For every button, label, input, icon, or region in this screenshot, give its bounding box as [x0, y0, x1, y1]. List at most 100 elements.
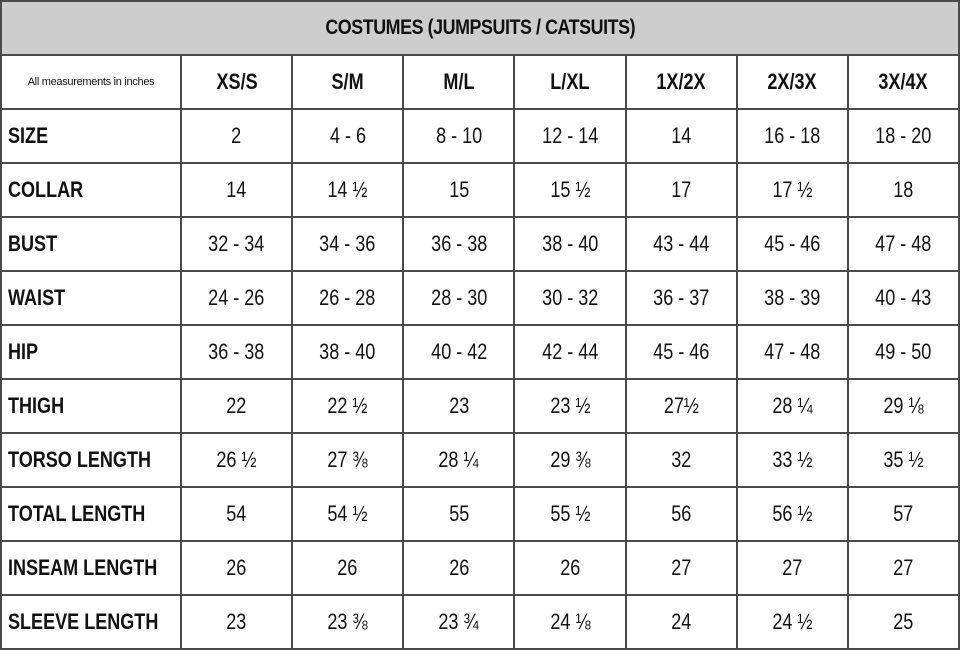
cell-value: 27: [671, 555, 692, 580]
cell-value: 23 ½: [549, 393, 591, 418]
column-header-text: XS/S: [216, 69, 258, 94]
table-cell: 26: [402, 540, 516, 596]
header-row: All measurements in inches XS/S S/M M/L L/X…: [0, 54, 960, 110]
table-row: WAIST 24 - 26 26 - 28 28 - 30 30 - 32 36 - 37…: [0, 270, 960, 326]
cell-value: 23: [226, 609, 247, 634]
cell-value: 26: [448, 555, 469, 580]
table-cell: 18 - 20: [846, 108, 960, 164]
cell-value: 27½: [663, 393, 699, 418]
row-label: SLEEVE LENGTH: [0, 594, 182, 650]
table-row: SIZE 2 4 - 6 8 - 10 12 - 14 14 16 - 18 18 - 20: [0, 108, 960, 164]
cell-value: 35 ½: [883, 447, 924, 472]
table-cell: 32 - 34: [179, 216, 294, 272]
cell-value: 45 - 46: [653, 339, 710, 364]
row-label: BUST: [0, 216, 182, 272]
table-cell: 47 - 48: [735, 324, 849, 380]
cell-value: 33 ½: [772, 447, 813, 472]
table-cell: 24: [624, 594, 738, 650]
column-header: XS/S: [179, 54, 294, 110]
table-cell: 36 - 37: [624, 270, 738, 326]
table-cell: 36 - 38: [402, 216, 516, 272]
table-cell: 4 - 6: [291, 108, 405, 164]
table-cell: 15 ½: [513, 162, 627, 218]
cell-value: 27 ⅜: [327, 447, 368, 472]
table-row: TORSO LENGTH 26 ½ 27 ⅜ 28 ¼ 29 ⅜ 32 33 ½ 35 ½: [0, 432, 960, 488]
row-label-text: TORSO LENGTH: [8, 447, 152, 472]
row-label: COLLAR: [0, 162, 182, 218]
title-row: COSTUMES (JUMPSUITS / CATSUITS): [0, 0, 960, 56]
cell-value: 29 ⅜: [549, 447, 591, 472]
table-cell: 17: [624, 162, 738, 218]
cell-value: 23: [448, 393, 469, 418]
table-cell: 34 - 36: [291, 216, 405, 272]
row-label-text: HIP: [8, 339, 39, 364]
table-cell: 26: [179, 540, 294, 596]
cell-value: 26: [226, 555, 247, 580]
column-header-text: S/M: [331, 69, 364, 94]
cell-value: 24: [671, 609, 692, 634]
cell-value: 28 ¼: [772, 393, 813, 418]
row-label: TOTAL LENGTH: [0, 486, 182, 542]
table-cell: 26: [513, 540, 627, 596]
cell-value: 16 - 18: [764, 123, 821, 148]
column-header-text: 2X/3X: [767, 69, 817, 94]
cell-value: 49 - 50: [875, 339, 932, 364]
cell-value: 43 - 44: [653, 231, 710, 256]
cell-value: 26 ½: [216, 447, 257, 472]
table-cell: 56: [624, 486, 738, 542]
cell-value: 24 - 26: [208, 285, 265, 310]
table-cell: 22: [179, 378, 294, 434]
table-cell: 57: [846, 486, 960, 542]
table-cell: 33 ½: [735, 432, 849, 488]
column-header-text: L/XL: [550, 69, 590, 94]
table-cell: 45 - 46: [735, 216, 849, 272]
table-row: TOTAL LENGTH 54 54 ½ 55 55 ½ 56 56 ½ 57: [0, 486, 960, 542]
table-cell: 23 ¾: [402, 594, 516, 650]
cell-value: 2: [231, 123, 242, 148]
cell-value: 40 - 43: [875, 285, 932, 310]
table-cell: 30 - 32: [513, 270, 627, 326]
table-cell: 2: [179, 108, 294, 164]
cell-value: 47 - 48: [764, 339, 821, 364]
table-cell: 40 - 42: [402, 324, 516, 380]
table-cell: 27: [846, 540, 960, 596]
cell-value: 28 - 30: [430, 285, 487, 310]
cell-value: 30 - 32: [541, 285, 599, 310]
row-label-text: SLEEVE LENGTH: [8, 609, 159, 634]
cell-value: 18 - 20: [875, 123, 932, 148]
table-cell: 23 ⅜: [291, 594, 405, 650]
table-cell: 27: [624, 540, 738, 596]
table-cell: 54 ½: [291, 486, 405, 542]
table-cell: 26 - 28: [291, 270, 405, 326]
cell-value: 45 - 46: [764, 231, 821, 256]
cell-value: 8 - 10: [435, 123, 482, 148]
cell-value: 54 ½: [327, 501, 368, 526]
cell-value: 29 ⅛: [883, 393, 924, 418]
table-cell: 28 ¼: [402, 432, 516, 488]
table-cell: 16 - 18: [735, 108, 849, 164]
table-cell: 27 ⅜: [291, 432, 405, 488]
table-cell: 24 ½: [735, 594, 849, 650]
cell-value: 38 - 39: [764, 285, 821, 310]
cell-value: 38 - 40: [319, 339, 376, 364]
table-cell: 40 - 43: [846, 270, 960, 326]
table-cell: 28 ¼: [735, 378, 849, 434]
table-row: THIGH 22 22 ½ 23 23 ½ 27½ 28 ¼ 29 ⅛: [0, 378, 960, 434]
table-cell: 42 - 44: [513, 324, 627, 380]
table-cell: 55: [402, 486, 516, 542]
table-cell: 12 - 14: [513, 108, 627, 164]
column-header-text: M/L: [443, 69, 475, 94]
table-title-text: COSTUMES (JUMPSUITS / CATSUITS): [325, 16, 635, 39]
cell-value: 56: [671, 501, 692, 526]
cell-value: 47 - 48: [875, 231, 932, 256]
table-cell: 8 - 10: [402, 108, 516, 164]
cell-value: 25: [893, 609, 914, 634]
cell-value: 27: [893, 555, 914, 580]
table-row: BUST 32 - 34 34 - 36 36 - 38 38 - 40 43 - 44 4…: [0, 216, 960, 272]
row-label: INSEAM LENGTH: [0, 540, 182, 596]
table-cell: 38 - 40: [513, 216, 627, 272]
table-cell: 14: [179, 162, 294, 218]
column-header-text: 3X/4X: [878, 69, 928, 94]
table-cell: 24 - 26: [179, 270, 294, 326]
table-cell: 38 - 39: [735, 270, 849, 326]
